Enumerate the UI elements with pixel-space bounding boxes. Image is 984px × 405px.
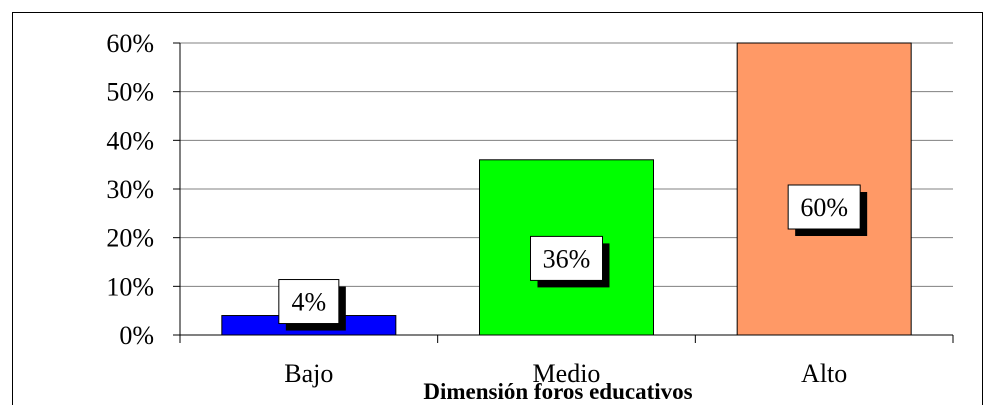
data-label-text: 60% [800, 193, 848, 222]
bars [221, 42, 912, 336]
y-tick-label: 0% [119, 321, 154, 350]
x-tick-label: Alto [801, 359, 847, 388]
data-label-box [278, 279, 340, 325]
data-label-box [530, 235, 603, 281]
y-tick-label: 30% [106, 175, 154, 204]
y-tick-label: 40% [106, 126, 154, 155]
data-label-text: 36% [543, 244, 591, 273]
y-tick-label: 20% [106, 224, 154, 253]
x-tick-label: Medio [533, 359, 601, 388]
x-tick-label: Bajo [284, 359, 333, 388]
data-labels: 4% 36% 60% [278, 184, 868, 331]
data-label-bajo: 4% [278, 279, 346, 331]
y-tick-label: 10% [106, 272, 154, 301]
data-label-medio: 36% [530, 235, 610, 288]
y-tick-label: 50% [106, 78, 154, 107]
data-label-box [787, 184, 861, 230]
x-axis-title: Dimensión foros educativos [423, 379, 692, 404]
data-label-alto: 60% [787, 184, 868, 236]
chart-frame [12, 12, 983, 405]
axes: 0% 10% 20% 30% 40% 50% 60% Bajo Medio Alto [106, 29, 954, 388]
y-tick-label: 60% [106, 29, 154, 58]
data-label-text: 4% [291, 288, 326, 317]
